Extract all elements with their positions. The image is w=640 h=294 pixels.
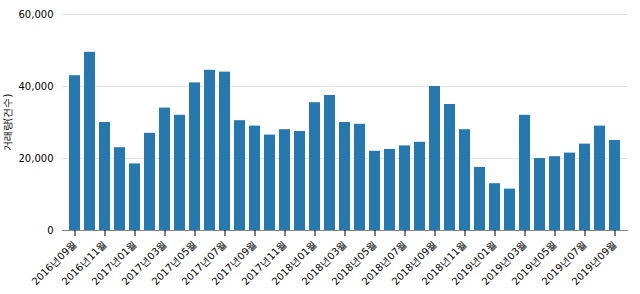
svg-text:2019년01월: 2019년01월 [449, 238, 499, 288]
svg-text:2019년03월: 2019년03월 [479, 238, 529, 288]
svg-text:2017년07월: 2017년07월 [179, 238, 229, 288]
svg-text:0: 0 [47, 225, 53, 236]
svg-text:2019년05월: 2019년05월 [509, 238, 559, 288]
svg-text:2018년09월: 2018년09월 [389, 238, 439, 288]
svg-text:2018년11월: 2018년11월 [419, 238, 469, 288]
svg-text:2018년07월: 2018년07월 [359, 238, 409, 288]
svg-text:2019년07월: 2019년07월 [539, 238, 589, 288]
svg-text:2017년11월: 2017년11월 [239, 238, 289, 288]
svg-text:2017년05월: 2017년05월 [149, 238, 199, 288]
svg-text:2017년03월: 2017년03월 [119, 238, 169, 288]
svg-text:2019년09월: 2019년09월 [570, 238, 619, 287]
svg-text:2017년09월: 2017년09월 [209, 238, 259, 288]
svg-text:2017년01월: 2017년01월 [89, 238, 139, 288]
svg-text:60,000: 60,000 [19, 9, 54, 20]
svg-text:거래량(건수): 거래량(건수) [2, 94, 13, 152]
svg-text:2018년05월: 2018년05월 [329, 238, 379, 288]
svg-text:20,000: 20,000 [19, 153, 54, 164]
svg-text:2018년03월: 2018년03월 [299, 238, 349, 288]
svg-text:2016년11월: 2016년11월 [59, 238, 109, 288]
svg-text:40,000: 40,000 [19, 81, 54, 92]
svg-text:2018년01월: 2018년01월 [269, 238, 319, 288]
svg-text:2016년09월: 2016년09월 [29, 238, 79, 288]
